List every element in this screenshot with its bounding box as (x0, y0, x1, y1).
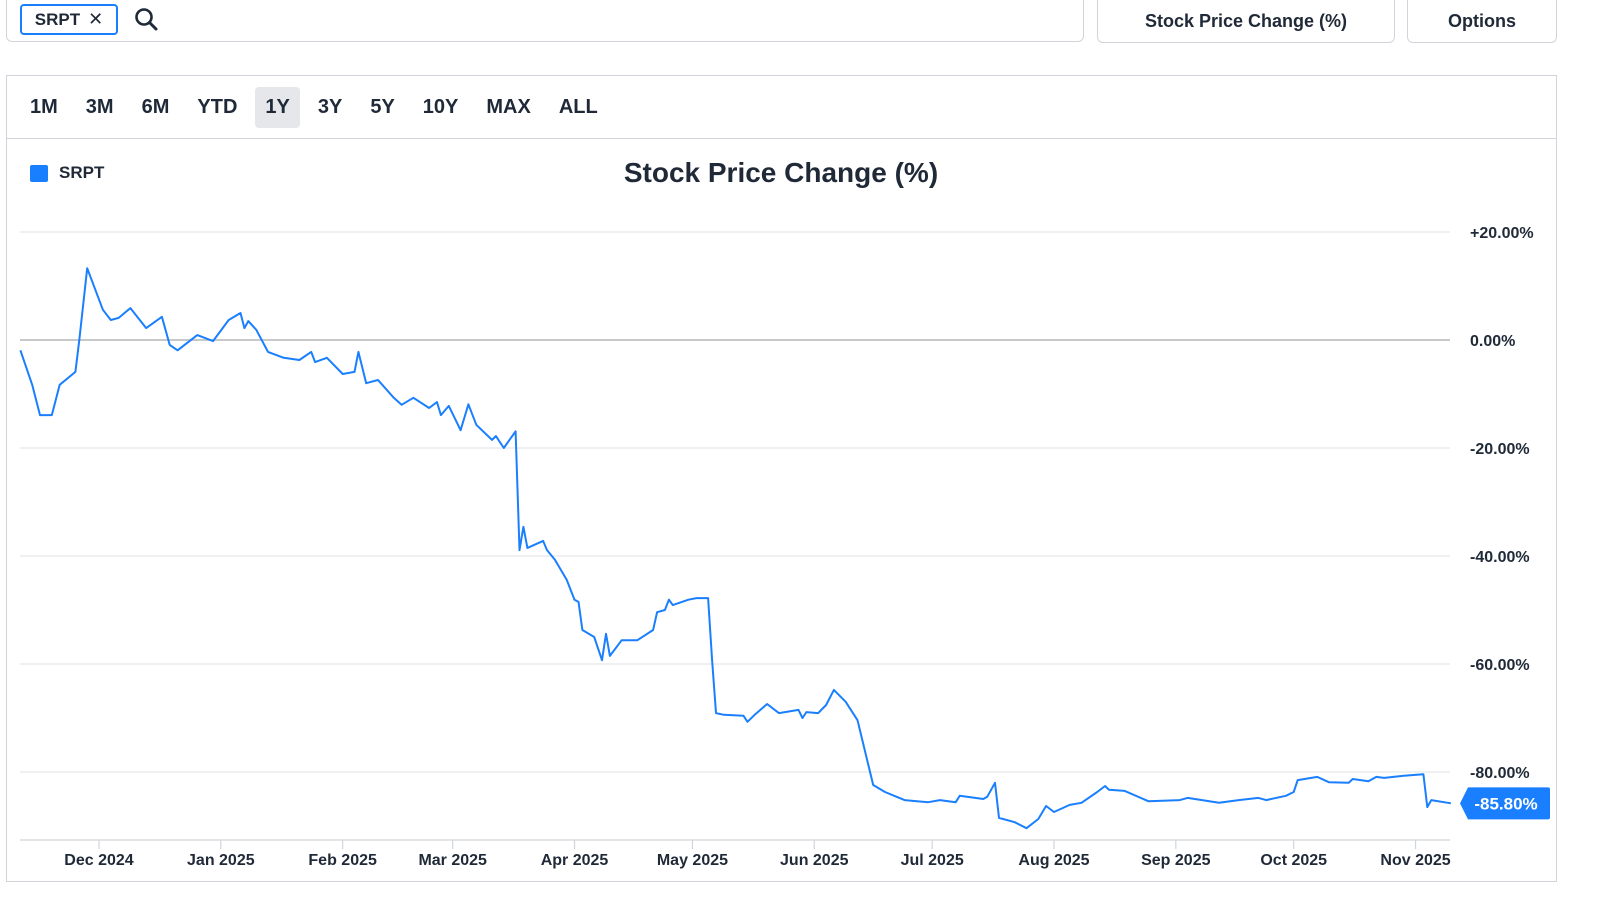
ticker-chip[interactable]: SRPT ✕ (20, 4, 118, 35)
series-line-srpt (19, 267, 1452, 830)
tab-1m[interactable]: 1M (30, 95, 58, 118)
x-tick-label: Apr 2025 (541, 852, 609, 869)
chart-title: Stock Price Change (%) (623, 157, 939, 188)
y-tick-label: -60.00% (1470, 657, 1530, 674)
last-value-badge (1460, 787, 1550, 820)
x-tick-label: Aug 2025 (1018, 852, 1089, 869)
tab-5y[interactable]: 5Y (370, 95, 395, 118)
tab-1y[interactable]: 1Y (255, 86, 300, 128)
options-dropdown[interactable]: Options (1407, 0, 1557, 43)
x-tick-label: Nov 2025 (1380, 852, 1450, 869)
x-tick-label: Mar 2025 (418, 852, 487, 869)
options-dropdown-label: Options (1448, 11, 1516, 31)
tab-10y[interactable]: 10Y (422, 95, 459, 118)
chart-panel: 1M 3M 6M YTD 1Y 3Y 5Y 10Y MAX ALL (6, 75, 1557, 882)
x-tick-label: Jul 2025 (901, 852, 964, 869)
legend-label: SRPT (59, 163, 105, 182)
y-tick-label: -80.00% (1470, 765, 1530, 782)
x-tick-label: Dec 2024 (64, 852, 133, 869)
close-icon[interactable]: ✕ (88, 9, 104, 29)
x-tick-label: Oct 2025 (1260, 852, 1327, 869)
y-tick-label: 0.00% (1470, 333, 1515, 350)
metric-dropdown[interactable]: Stock Price Change (%) (1097, 0, 1395, 43)
x-tick-label: Feb 2025 (308, 852, 377, 869)
tab-all[interactable]: ALL (558, 95, 598, 118)
chart-legend: SRPT (30, 163, 104, 183)
range-tabs: 1M 3M 6M YTD 1Y 3Y 5Y 10Y MAX ALL (7, 76, 1556, 139)
x-tick-label: Sep 2025 (1141, 852, 1210, 869)
tab-6m[interactable]: 6M (141, 95, 170, 118)
search-icon[interactable] (134, 7, 160, 33)
x-tick-label: Jun 2025 (780, 852, 849, 869)
tab-ytd[interactable]: YTD (197, 95, 238, 118)
tab-3y[interactable]: 3Y (317, 95, 343, 118)
x-tick-label: Jan 2025 (187, 852, 255, 869)
legend-swatch (30, 164, 48, 182)
tab-max[interactable]: MAX (486, 95, 531, 118)
x-tick-label: May 2025 (657, 852, 728, 869)
ticker-chip-label: SRPT (34, 9, 81, 29)
last-value-label: -85.80% (1474, 794, 1537, 813)
ticker-search-input[interactable] (6, 0, 1084, 42)
metric-dropdown-label: Stock Price Change (%) (1144, 11, 1348, 31)
y-tick-label: +20.00% (1470, 225, 1534, 242)
y-tick-label: -40.00% (1470, 549, 1530, 566)
y-tick-label: -20.00% (1470, 441, 1530, 458)
tab-3m[interactable]: 3M (85, 95, 114, 118)
